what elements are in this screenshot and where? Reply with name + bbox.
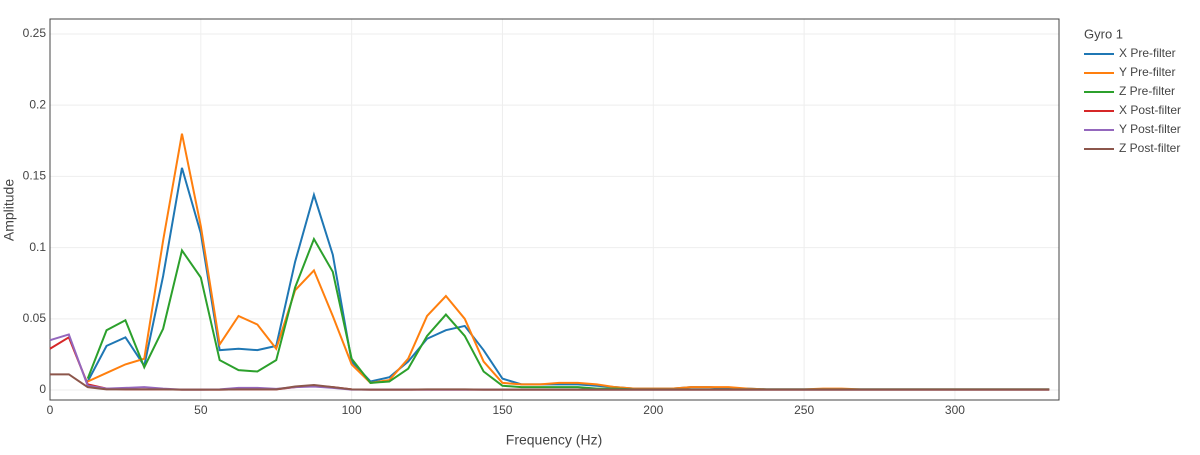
- y-tick-label: 0.1: [29, 240, 46, 254]
- x-tick-label: 50: [194, 403, 208, 417]
- x-axis-title: Frequency (Hz): [506, 432, 602, 448]
- y-tick-label: 0.15: [23, 169, 47, 183]
- y-tick-label: 0.05: [23, 311, 47, 325]
- y-axis-title: Amplitude: [1, 179, 17, 241]
- legend-label[interactable]: Y Pre-filter: [1119, 65, 1175, 79]
- series-line: [87, 133, 1050, 391]
- plot-frame: [49, 18, 1060, 401]
- x-tick-label: 100: [342, 403, 362, 417]
- series-line: [49, 335, 1050, 391]
- series-line: [86, 236, 1050, 391]
- legend-label[interactable]: Z Post-filter: [1119, 141, 1180, 155]
- legend-label[interactable]: X Pre-filter: [1119, 46, 1176, 60]
- y-tick-label: 0: [39, 382, 46, 396]
- series-line: [49, 333, 1050, 391]
- legend-label[interactable]: Y Post-filter: [1119, 122, 1181, 136]
- series-line: [50, 373, 1050, 391]
- legend-label[interactable]: X Post-filter: [1119, 103, 1181, 117]
- y-tick-label: 0.2: [29, 97, 46, 111]
- series-line: [86, 167, 1050, 391]
- x-tick-label: 300: [945, 403, 965, 417]
- x-tick-label: 200: [643, 403, 663, 417]
- legend-title: Gyro 1: [1084, 26, 1123, 41]
- x-tick-label: 150: [492, 403, 512, 417]
- x-tick-label: 250: [794, 403, 814, 417]
- y-tick-label: 0.25: [23, 26, 47, 40]
- x-tick-label: 0: [47, 403, 54, 417]
- legend-label[interactable]: Z Pre-filter: [1119, 84, 1175, 98]
